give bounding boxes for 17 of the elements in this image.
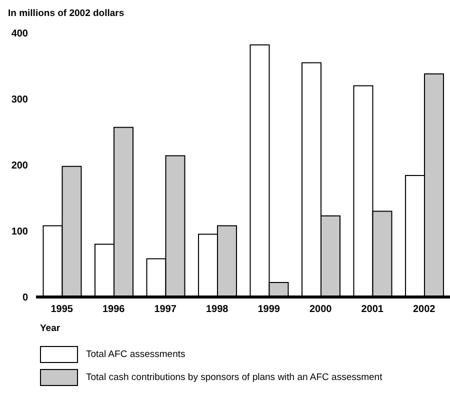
x-tick-label: 2001	[361, 304, 384, 316]
y-tick-label: 300	[11, 94, 28, 106]
x-tick-label: 1996	[102, 304, 126, 316]
x-tick-label: 1999	[258, 304, 280, 316]
x-tick-label: 2000	[310, 304, 332, 316]
x-tick-label: 2002	[413, 304, 436, 316]
legend-label: Total AFC assessments	[86, 349, 186, 360]
x-tick-label: 1998	[206, 304, 229, 316]
y-tick-label: 200	[11, 160, 28, 172]
x-axis-title: Year	[40, 323, 62, 334]
y-axis-title: In millions of 2002 dollars	[8, 8, 126, 19]
x-tick-label: 1997	[154, 304, 177, 316]
y-tick-label: 400	[11, 28, 28, 40]
x-tick-label: 1995	[50, 304, 74, 316]
legend-label: Total cash contributions by sponsors of plans with an AFC assessment	[86, 372, 382, 383]
y-tick-label: 0	[22, 292, 28, 304]
y-tick-label: 100	[11, 226, 28, 238]
